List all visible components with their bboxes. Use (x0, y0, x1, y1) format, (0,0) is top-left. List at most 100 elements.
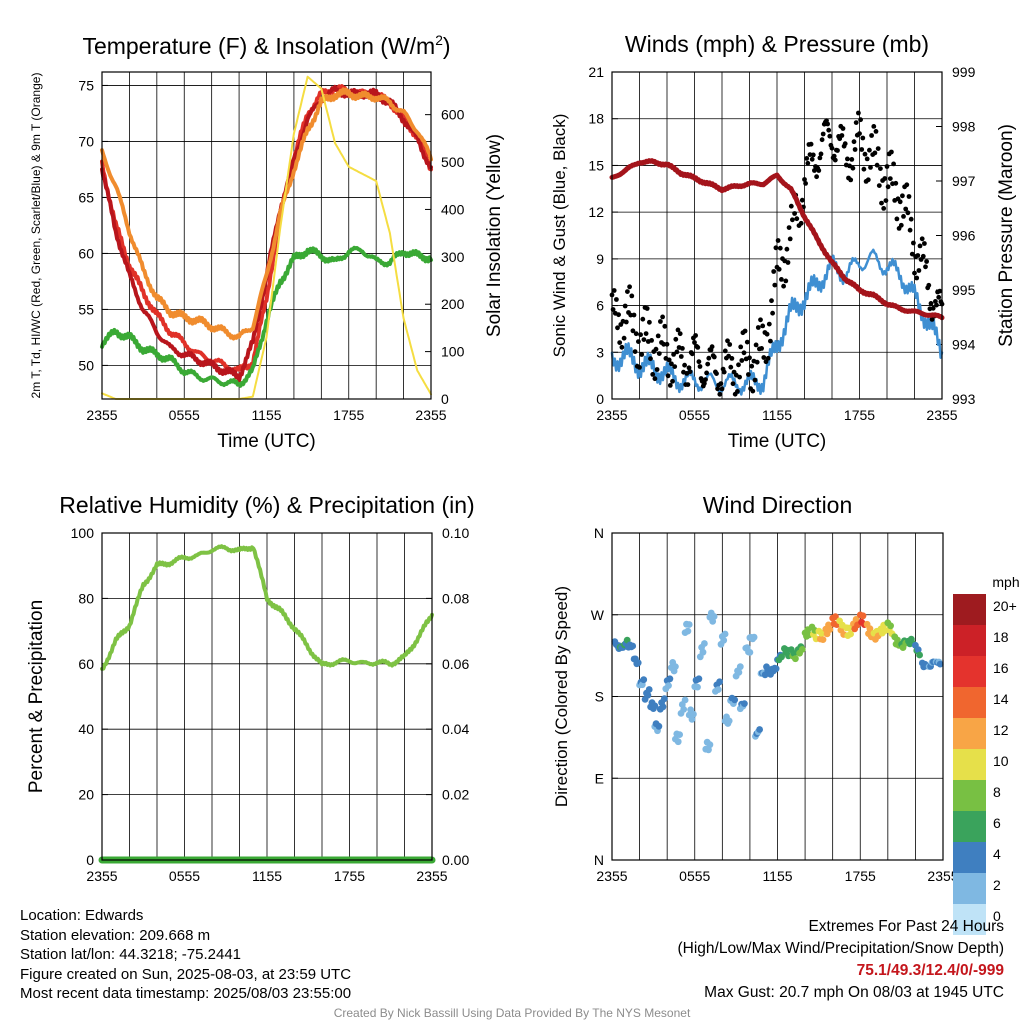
plot-frame (611, 71, 943, 400)
x-axis-label: Time (UTC) (217, 431, 316, 452)
gust-point (705, 361, 711, 367)
gust-point (893, 180, 899, 186)
x-tick-label: 0555 (169, 868, 200, 884)
direction-point (736, 663, 744, 671)
gust-point (852, 147, 858, 152)
gust-point (760, 323, 766, 329)
gust-point (749, 363, 755, 369)
direction-point (690, 710, 697, 718)
wind-pressure-panel: Winds (mph) & Pressure (mb) 2355 0555 1155 1… (550, 31, 1017, 452)
gust-point (802, 177, 807, 182)
gust-point (776, 266, 782, 272)
y-tick-label: 65 (78, 189, 94, 205)
gust-point (658, 319, 663, 324)
temperature-panel: Temperature (F) & Insolation (W/m2)2355 0… (29, 33, 505, 452)
x-tick-label: 2355 (416, 868, 447, 884)
gust-point (862, 151, 868, 157)
latlon-text: Station lat/lon: 44.3218; -75.2441 (20, 946, 242, 963)
y2-tick-label: 0.00 (442, 852, 469, 868)
gust-point (696, 359, 702, 365)
gust-point (829, 145, 835, 151)
y2-tick-label: 996 (952, 228, 976, 244)
gust-point (647, 319, 652, 325)
gust-point (670, 378, 675, 384)
legend-swatch (953, 842, 986, 873)
direction-point (826, 626, 834, 633)
direction-point (695, 675, 703, 683)
gust-point (675, 327, 681, 333)
direction-point (792, 655, 799, 663)
gust-point (920, 253, 926, 259)
gust-point (860, 135, 866, 141)
legend-label: 14 (993, 691, 1009, 707)
direction-point (681, 696, 689, 704)
gust-point (742, 328, 748, 334)
y-tick-label: S (595, 689, 604, 705)
legend-label: 2 (993, 877, 1001, 893)
y-tick-label: 60 (78, 656, 94, 672)
direction-point (721, 630, 729, 638)
direction-point (705, 746, 712, 754)
y-axis-label: Direction (Colored By Speed) (552, 586, 571, 807)
gust-point (753, 342, 759, 348)
y2-tick-label: 0.10 (442, 525, 469, 541)
series-line-green (100, 245, 433, 388)
gust-point (786, 225, 792, 231)
y-axis-label: Sonic Wind & Gust (Blue, Black) (550, 114, 569, 358)
gust-point (739, 358, 745, 363)
gust-point (835, 148, 840, 153)
gust-point (636, 339, 641, 344)
y2-tick-label: 0.04 (442, 721, 469, 737)
gust-point (804, 156, 810, 161)
gust-point (638, 332, 643, 338)
gust-point (848, 177, 854, 183)
gust-point (898, 222, 904, 228)
direction-point (756, 726, 763, 733)
gust-point (779, 277, 784, 282)
gust-point (819, 137, 825, 143)
x-tick-label: 2355 (86, 407, 117, 423)
direction-point (750, 633, 758, 641)
series-line-orange (100, 87, 433, 341)
gust-point (937, 288, 943, 294)
legend-swatch (953, 718, 986, 749)
gust-point (664, 341, 670, 347)
gust-point (885, 184, 891, 190)
gust-point (859, 147, 865, 152)
y-tick-label: 0 (86, 852, 94, 868)
legend-swatch (953, 811, 986, 842)
legend-label: 18 (993, 629, 1009, 645)
plot-frame (101, 532, 433, 861)
y-tick-label: 55 (78, 301, 94, 317)
direction-point (916, 651, 923, 659)
gust-point (853, 120, 859, 125)
legend-label: 8 (993, 784, 1001, 800)
y2-tick-label: 998 (952, 119, 976, 135)
direction-point (676, 731, 683, 738)
gust-point (820, 131, 826, 137)
credit-text: Created By Nick Bassill Using Data Provi… (333, 1006, 691, 1020)
direction-point (661, 695, 668, 703)
legend-swatch (953, 780, 986, 811)
gust-point (686, 365, 692, 371)
direction-point (798, 646, 806, 653)
direction-point (847, 630, 854, 638)
gust-point (722, 348, 728, 354)
gust-point (685, 382, 691, 387)
gust-point (897, 199, 903, 205)
direction-point (832, 613, 839, 621)
extremes-values: 75.1/49.3/12.4/0/-999 (856, 962, 1004, 979)
gust-point (695, 345, 701, 350)
gust-point (763, 359, 769, 365)
gust-point (711, 354, 717, 360)
direction-point (716, 678, 723, 686)
direction-point (914, 646, 922, 654)
direction-point (778, 653, 785, 661)
y-tick-label: 60 (78, 245, 94, 261)
gust-point (868, 165, 873, 170)
y-tick-label: 3 (596, 344, 604, 360)
y-tick-label: 18 (588, 111, 604, 127)
y2-tick-label: 200 (441, 296, 465, 312)
gust-point (924, 259, 929, 264)
gust-point (785, 260, 791, 265)
